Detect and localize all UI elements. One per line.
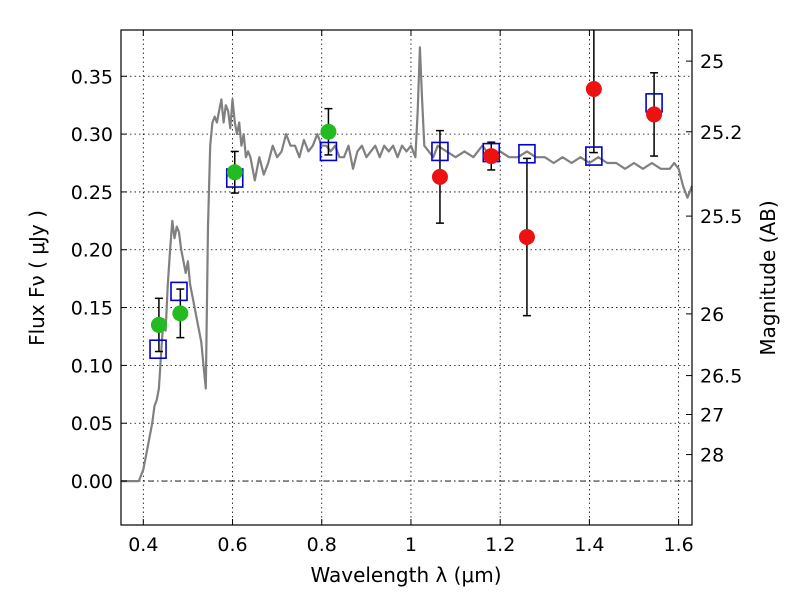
observed-point — [226, 164, 243, 181]
x-tick-label: 0.4 — [128, 534, 158, 556]
x-tick-labels: 0.4 0.6 0.8 1 1.2 1.4 1.6 — [128, 534, 694, 556]
right-axis-label: Magnitude (AB) — [756, 200, 780, 355]
model-square-point — [431, 141, 449, 162]
model-square-point — [170, 281, 188, 302]
y-tick-label: 0.35 — [71, 66, 113, 88]
x-tick-label: 1.6 — [664, 534, 694, 556]
x-tick-label: 0.8 — [307, 534, 337, 556]
observed-point — [518, 229, 535, 246]
observed-point — [320, 123, 337, 140]
x-tick-label: 1.2 — [485, 534, 515, 556]
y-tick-label: 0.20 — [71, 240, 113, 262]
observed-photometry — [150, 80, 663, 333]
model-square-point — [585, 146, 603, 166]
model-square-point — [149, 339, 167, 360]
observed-point — [646, 106, 663, 123]
right-tick-labels: 25 25.2 25.5 26 26.5 27 28 — [700, 51, 742, 466]
observed-point — [431, 168, 448, 185]
x-tick-label: 1.4 — [574, 534, 604, 556]
x-tick-label: 1 — [405, 534, 417, 556]
right-tick-label: 27 — [700, 404, 724, 426]
observed-point — [150, 316, 167, 333]
observed-point — [483, 148, 500, 165]
y-tick-label: 0.15 — [71, 298, 113, 320]
model-spectrum-line — [121, 46, 694, 483]
observed-point — [172, 305, 189, 322]
ticks — [121, 30, 692, 525]
y-tick-label: 0.30 — [71, 124, 113, 146]
model-square-point — [518, 143, 536, 164]
error-bars — [154, 30, 659, 353]
right-tick-label: 25 — [700, 51, 724, 73]
right-tick-label: 26.5 — [700, 366, 742, 388]
y-tick-label: 0.25 — [71, 182, 113, 204]
right-tick-label: 28 — [700, 445, 724, 467]
right-tick-label: 25.2 — [700, 122, 742, 144]
model-photometry — [149, 93, 663, 360]
y-tick-label: 0.00 — [71, 471, 113, 493]
observed-point — [585, 80, 602, 97]
x-tick-label: 0.6 — [217, 534, 247, 556]
model-square-point — [319, 141, 338, 162]
right-tick-label: 26 — [700, 304, 724, 326]
plot-frame — [120, 29, 693, 526]
right-tick-label: 25.5 — [700, 206, 742, 228]
model-spectrum — [121, 46, 694, 483]
grid — [121, 30, 692, 525]
y-tick-label: 0.10 — [71, 355, 113, 377]
y-tick-labels: 0.00 0.05 0.10 0.15 0.20 0.25 0.30 0.35 — [71, 66, 113, 493]
y-tick-label: 0.05 — [71, 413, 113, 435]
x-axis-label: Wavelength λ (μm) — [310, 563, 501, 587]
y-axis-label: Flux Fν ( μJy ) — [25, 210, 49, 346]
